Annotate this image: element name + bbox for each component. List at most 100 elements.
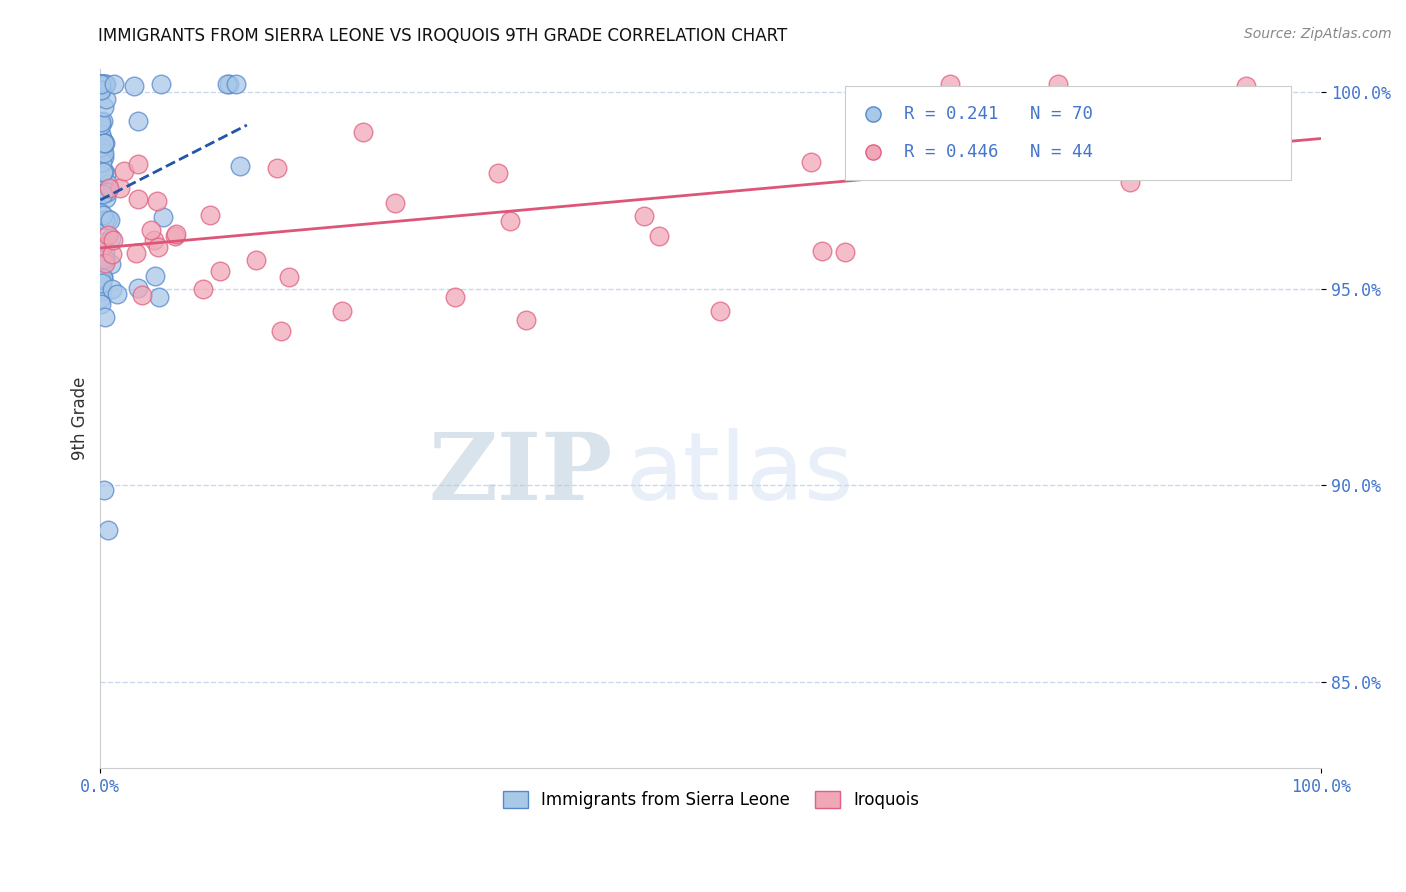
Point xyxy=(191,281,214,295)
Point xyxy=(90,272,112,286)
Point xyxy=(91,142,114,156)
Point xyxy=(90,186,112,200)
Point xyxy=(90,118,112,132)
Point xyxy=(100,257,122,271)
Point xyxy=(96,77,118,91)
Point xyxy=(90,77,112,91)
Point xyxy=(198,208,221,222)
Point xyxy=(225,77,247,91)
Point xyxy=(90,252,112,267)
Point xyxy=(499,213,522,227)
Point xyxy=(1043,145,1066,159)
Point xyxy=(103,77,125,91)
Point xyxy=(270,324,292,338)
Point xyxy=(862,341,884,355)
Text: atlas: atlas xyxy=(626,428,853,520)
Point xyxy=(811,244,834,259)
Point xyxy=(139,223,162,237)
Point xyxy=(209,263,232,277)
Point xyxy=(93,136,115,150)
Point xyxy=(93,150,115,164)
Point xyxy=(91,276,114,290)
Point xyxy=(266,161,288,176)
Point xyxy=(142,233,165,247)
Point xyxy=(143,268,166,283)
Point xyxy=(228,159,250,173)
Point xyxy=(90,84,112,98)
Point xyxy=(862,557,884,571)
Point xyxy=(93,483,115,497)
Point xyxy=(94,92,117,106)
Point xyxy=(93,235,115,249)
Point xyxy=(91,154,114,169)
Point xyxy=(149,77,172,91)
Point xyxy=(245,253,267,268)
Point xyxy=(94,256,117,270)
Point xyxy=(96,185,118,199)
Point xyxy=(1046,91,1069,105)
Point xyxy=(105,286,128,301)
Point xyxy=(93,133,115,147)
Point xyxy=(101,247,124,261)
Point xyxy=(94,191,117,205)
Point xyxy=(278,270,301,285)
Point xyxy=(127,157,149,171)
Point xyxy=(98,212,121,227)
Point xyxy=(97,227,120,242)
Point xyxy=(93,100,115,114)
Point xyxy=(91,208,114,222)
Point xyxy=(94,136,117,151)
Y-axis label: 9th Grade: 9th Grade xyxy=(72,376,89,460)
Point xyxy=(515,313,537,327)
Point xyxy=(91,271,114,285)
Point xyxy=(127,192,149,206)
Point xyxy=(127,114,149,128)
Legend: Immigrants from Sierra Leone, Iroquois: Immigrants from Sierra Leone, Iroquois xyxy=(496,784,925,815)
Point xyxy=(90,77,112,91)
Point xyxy=(90,284,112,298)
Point xyxy=(486,166,509,180)
Point xyxy=(91,187,114,202)
Point xyxy=(163,229,186,244)
Point xyxy=(90,271,112,285)
Point xyxy=(90,115,112,129)
Point xyxy=(94,77,117,91)
Point xyxy=(215,77,238,91)
Point xyxy=(90,291,112,305)
Point xyxy=(94,244,117,259)
Point xyxy=(91,164,114,178)
Text: IMMIGRANTS FROM SIERRA LEONE VS IROQUOIS 9TH GRADE CORRELATION CHART: IMMIGRANTS FROM SIERRA LEONE VS IROQUOIS… xyxy=(98,27,787,45)
Point xyxy=(101,282,124,296)
Point xyxy=(1118,175,1140,189)
Point xyxy=(90,127,112,141)
Point xyxy=(100,231,122,245)
Point xyxy=(800,155,823,169)
Point xyxy=(352,125,374,139)
Point xyxy=(125,246,148,260)
Point xyxy=(94,167,117,181)
Point xyxy=(97,523,120,537)
Point xyxy=(90,77,112,91)
Text: Source: ZipAtlas.com: Source: ZipAtlas.com xyxy=(1244,27,1392,41)
Point xyxy=(648,228,671,243)
Point xyxy=(146,194,169,208)
Point xyxy=(384,196,406,211)
Point xyxy=(93,249,115,263)
Point xyxy=(94,310,117,325)
Point xyxy=(90,239,112,253)
Point xyxy=(97,178,120,192)
Point xyxy=(90,296,112,310)
Point xyxy=(91,270,114,285)
Point xyxy=(148,290,170,304)
Point xyxy=(94,252,117,266)
Point xyxy=(90,83,112,97)
Point xyxy=(165,227,187,242)
FancyBboxPatch shape xyxy=(845,86,1291,180)
Point xyxy=(834,244,856,259)
Point xyxy=(89,254,111,268)
Point xyxy=(127,281,149,295)
Point xyxy=(91,77,114,91)
Text: ZIP: ZIP xyxy=(429,429,613,519)
Point xyxy=(330,303,353,318)
Point xyxy=(1047,77,1070,91)
